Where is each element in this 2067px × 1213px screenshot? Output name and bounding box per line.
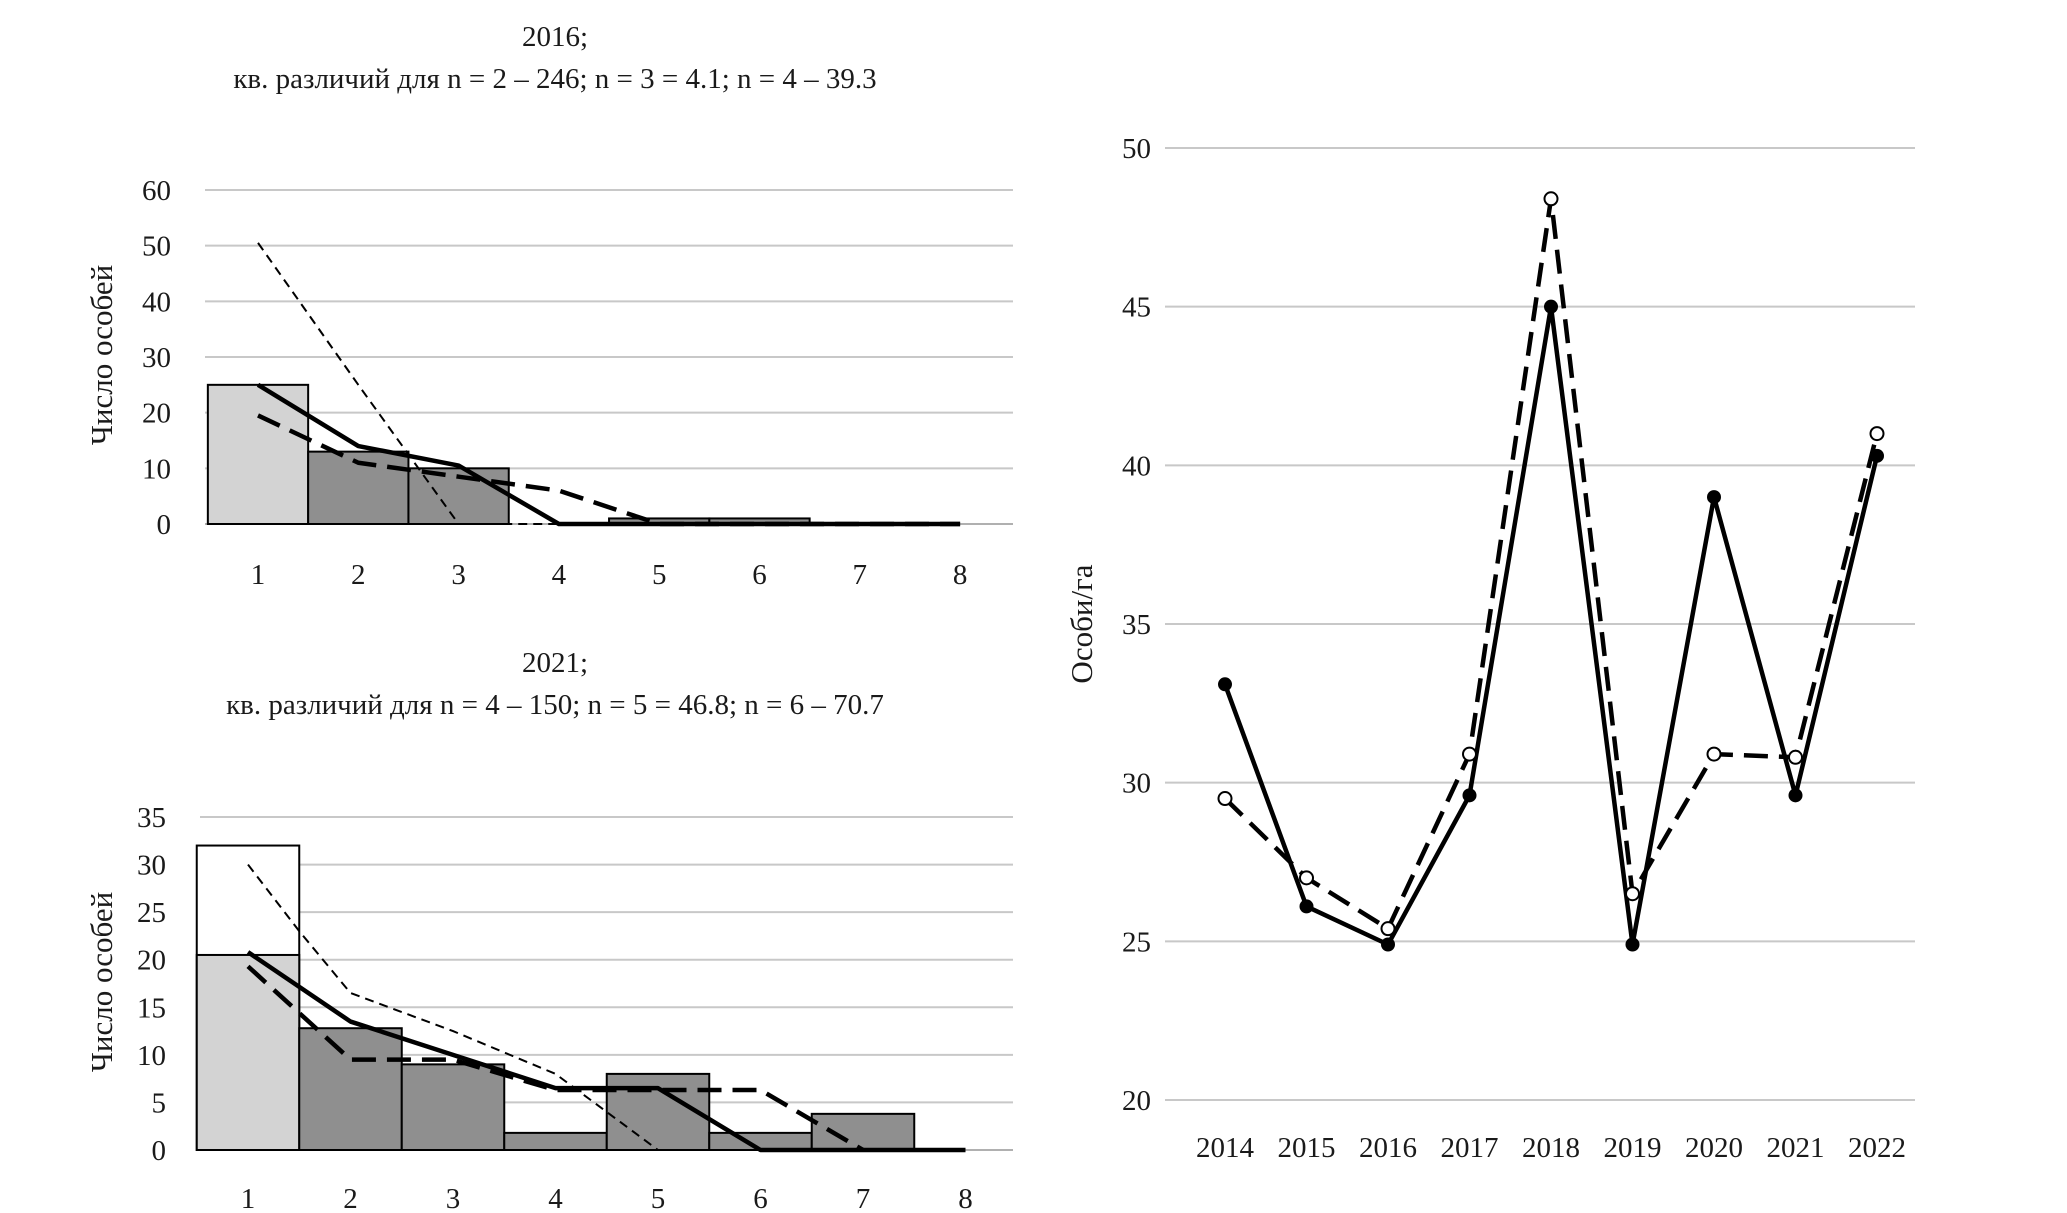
marker-open [1869,426,1885,442]
marker-open [1706,746,1722,762]
y-tick-label: 30 [1122,768,1151,800]
y-tick-label: 45 [1122,292,1151,324]
x-tick-label: 2017 [1441,1132,1499,1164]
x-tick-label: 2018 [1522,1132,1580,1164]
x-tick-label: 2015 [1278,1132,1336,1164]
chart-density: 20 25 30 35 40 45 50 2014 2015 2016 2017 2018 2019 20… [1064,133,1915,1164]
y-tick-label: 40 [1122,450,1151,482]
y-tick-label: 15 [137,992,166,1024]
y-tick-label: 35 [1122,609,1151,641]
x-tick-label: 2020 [1685,1132,1743,1164]
bar-light [195,953,301,1152]
x-tick-label: 8 [958,1183,973,1213]
chart2-subtitle: кв. различий для n = 4 – 150; n = 5 = 46… [226,689,884,721]
x-tick-label: 2021 [1767,1132,1825,1164]
y-tick-label: 50 [142,231,171,263]
x-tick-label: 1 [241,1183,256,1213]
marker-filled [1218,677,1232,692]
x-tick-label: 5 [652,559,667,591]
y-tick-label: 10 [142,453,171,485]
x-tick-label: 3 [451,559,466,591]
marker-open [1788,749,1803,765]
marker-open [1217,791,1233,807]
marker-open [1299,870,1314,886]
bar-dark [503,1131,608,1151]
y-tick-label: 30 [142,342,171,374]
chart2-title: 2021; [521,647,589,679]
series-line-thin-dashed [257,242,559,525]
marker-open [1462,746,1477,762]
y-tick-label: 40 [142,286,171,318]
x-tick-label: 2014 [1196,1132,1255,1164]
y-tick-label: 25 [137,897,166,929]
marker-filled [1381,937,1395,952]
y-tick-label: 30 [137,850,166,882]
y-tick-label: 0 [152,1135,167,1167]
y-tick-label: 60 [142,175,171,207]
chart1-title-block: 2016; кв. различий для n = 2 – 246; n = … [140,16,970,100]
chart2-title-block: 2021; кв. различий для n = 4 – 150; n = … [140,642,970,726]
y-tick-label: 0 [157,509,172,541]
chart1-subtitle: кв. различий для n = 2 – 246; n = 3 = 4.… [233,63,877,95]
chart-2016: 0 10 20 30 40 50 60 1 2 3 4 5 6 7 8 Число особей [84,175,1013,591]
x-tick-label: 7 [856,1183,871,1213]
x-tick-label: 2 [343,1183,358,1213]
marker-filled [1788,788,1803,803]
bar-dark [400,1063,506,1152]
x-tick-label: 6 [752,559,767,591]
marker-filled [1707,490,1721,505]
series-line-dashed [257,413,961,527]
x-tick-label: 4 [548,1183,563,1213]
marker-filled [1544,299,1558,314]
y-tick-label: 25 [1122,926,1151,958]
x-tick-label: 8 [953,559,968,591]
series-line-thin-dashed [247,863,761,1151]
y-tick-label: 20 [137,945,166,977]
x-tick-label: 4 [552,559,567,591]
bar-dark [298,1027,403,1152]
bar-dark [810,1112,916,1151]
y-tick-label: 35 [137,802,166,834]
marker-filled [1299,899,1314,914]
y-tick-label: 10 [137,1040,166,1072]
y-tick-label: 20 [142,398,171,430]
y-axis-label: Число особей [84,265,119,445]
marker-filled [1462,788,1477,803]
y-axis-label: Число особей [84,892,119,1072]
x-tick-label: 2022 [1848,1132,1906,1164]
x-tick-label: 2016 [1359,1132,1417,1164]
y-tick-label: 20 [1122,1085,1151,1117]
x-tick-label: 1 [251,559,266,591]
chart1-title: 2016; [521,21,589,53]
marker-filled [1625,937,1640,952]
x-tick-label: 2 [351,559,366,591]
x-tick-label: 6 [753,1183,768,1213]
x-tick-label: 7 [853,559,868,591]
chart-2021: 0 5 10 15 20 25 30 35 1 2 3 4 5 6 7 8 Число особей [84,802,1013,1213]
y-tick-label: 50 [1122,133,1151,165]
series-line-solid-filled-markers [1222,304,1880,947]
marker-open [1543,191,1559,207]
marker-filled [1870,448,1884,463]
y-axis-label: Особи/га [1064,564,1099,683]
marker-open [1380,921,1396,937]
x-tick-label: 5 [651,1183,666,1213]
x-tick-label: 2019 [1604,1132,1662,1164]
x-tick-label: 3 [446,1183,461,1213]
y-tick-label: 5 [152,1087,167,1119]
marker-open [1625,886,1640,902]
